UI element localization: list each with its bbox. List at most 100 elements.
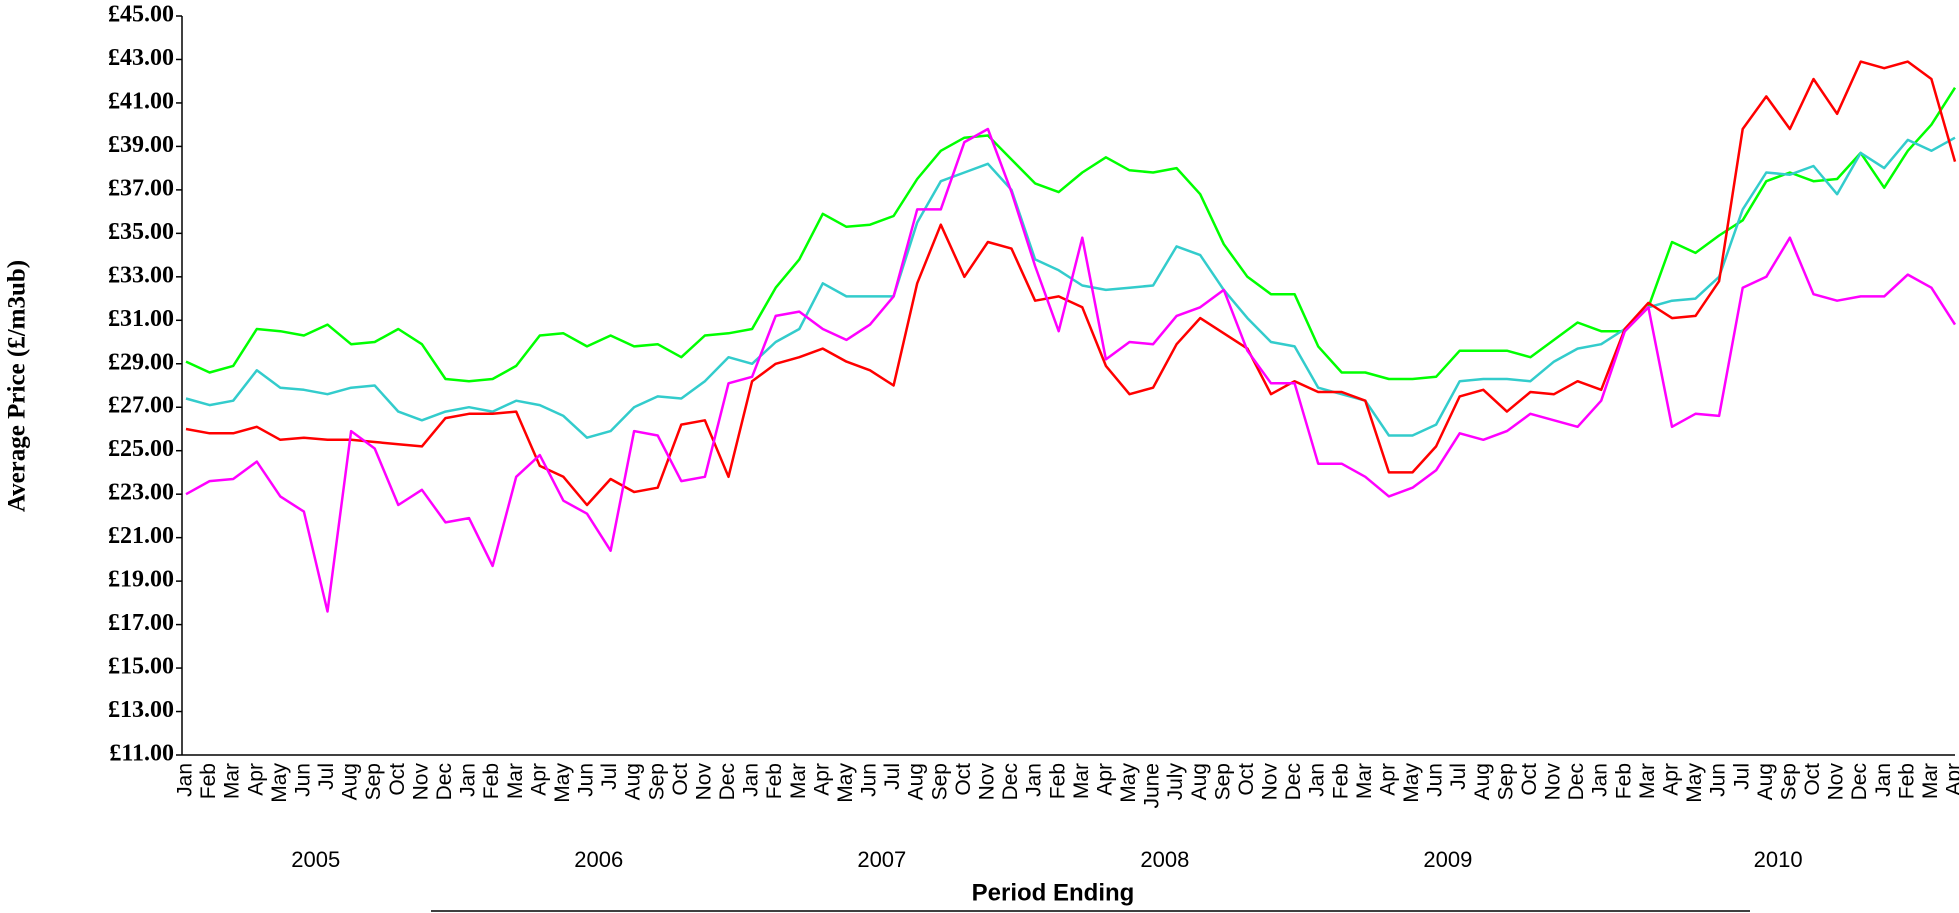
series-line: [185, 127, 1957, 613]
x-tick-label: May: [834, 763, 857, 803]
x-tick-label: Apr: [1943, 763, 1959, 796]
x-tick-label: Aug: [622, 763, 645, 800]
group-label: 2006: [574, 847, 623, 872]
x-tick-label: Nov: [1259, 763, 1282, 801]
y-tick-label: £41.00: [108, 88, 174, 114]
x-tick-label: Feb: [1895, 763, 1918, 799]
x-tick-label: Dec: [433, 763, 456, 800]
y-tick-label: £25.00: [108, 436, 174, 462]
y-tick-label: £33.00: [108, 262, 174, 288]
y-tick-label: £37.00: [108, 175, 174, 201]
y-tick-label: £43.00: [108, 45, 174, 71]
x-tick-label: Sep: [1777, 763, 1800, 800]
x-tick-label: Mar: [1353, 763, 1376, 799]
y-tick-label: £17.00: [108, 610, 174, 636]
x-tick-label: Feb: [763, 763, 786, 799]
x-tick-label: Sep: [362, 763, 385, 800]
x-tick-label: Feb: [1612, 763, 1635, 799]
x-tick-label: Mar: [1070, 763, 1093, 799]
x-tick-label: May: [1683, 763, 1706, 803]
x-tick-label: Jan: [1306, 763, 1329, 797]
x-tick-label: Aug: [1471, 763, 1494, 800]
x-tick-label: Apr: [244, 763, 267, 796]
x-tick-label: Apr: [1376, 763, 1399, 796]
x-tick-label: June: [1141, 763, 1164, 809]
x-tick-label: Oct: [669, 763, 692, 796]
x-tick-label: Mar: [504, 763, 527, 799]
series-line: [185, 87, 1957, 383]
x-tick-label: Aug: [1188, 763, 1211, 800]
x-tick-label: Sep: [928, 763, 951, 800]
x-tick-label: Oct: [1518, 763, 1541, 796]
x-tick-label: Mar: [787, 763, 810, 799]
x-tick-label: Aug: [905, 763, 928, 800]
x-tick-label: Jul: [315, 763, 338, 790]
y-tick-label: £27.00: [108, 393, 174, 419]
y-tick-label: £35.00: [108, 219, 174, 245]
x-tick-label: Jun: [858, 763, 881, 797]
x-tick-label: Sep: [1211, 763, 1234, 800]
x-tick-label: Jun: [1707, 763, 1730, 797]
y-tick-label: £19.00: [108, 567, 174, 593]
y-tick-label: £21.00: [108, 523, 174, 549]
x-tick-label: Jul: [1447, 763, 1470, 790]
x-tick-label: Dec: [999, 763, 1022, 800]
x-tick-label: Dec: [1848, 763, 1871, 800]
x-tick-label: Jun: [575, 763, 598, 797]
y-axis-title: Average Price (£/m3ub): [4, 260, 31, 512]
x-tick-label: Jun: [1424, 763, 1447, 797]
series-line: [185, 60, 1957, 507]
x-tick-label: Dec: [1565, 763, 1588, 800]
x-tick-label: Oct: [386, 763, 409, 796]
group-label: 2005: [291, 847, 340, 872]
x-tick-label: Oct: [1235, 763, 1258, 796]
group-label: 2008: [1140, 847, 1189, 872]
group-label: 2007: [857, 847, 906, 872]
x-tick-label: Jan: [457, 763, 480, 797]
y-tick-label: £29.00: [108, 349, 174, 375]
series-line: [185, 136, 1956, 439]
x-tick-label: May: [1117, 763, 1140, 803]
x-tick-label: Aug: [339, 763, 362, 800]
x-tick-label: May: [551, 763, 574, 803]
x-tick-label: Jan: [1023, 763, 1046, 797]
x-tick-label: Nov: [1825, 763, 1848, 801]
x-tick-label: Mar: [1919, 763, 1942, 799]
x-tick-label: Jul: [598, 763, 621, 790]
y-tick-label: £23.00: [108, 480, 174, 506]
x-tick-label: Mar: [221, 763, 244, 799]
x-tick-label: Jan: [174, 763, 197, 797]
x-tick-label: Feb: [1329, 763, 1352, 799]
y-tick-label: £13.00: [108, 697, 174, 723]
x-tick-label: Jan: [740, 763, 763, 797]
x-tick-label: Oct: [952, 763, 975, 796]
x-tick-label: Feb: [1046, 763, 1069, 799]
x-tick-label: Apr: [1093, 763, 1116, 796]
group-label: 2010: [1754, 847, 1803, 872]
y-tick-label: £11.00: [109, 741, 174, 767]
x-tick-label: Nov: [975, 763, 998, 801]
x-tick-label: Dec: [1282, 763, 1305, 800]
x-tick-label: Aug: [1754, 763, 1777, 800]
x-tick-label: Feb: [197, 763, 220, 799]
x-tick-label: Sep: [645, 763, 668, 800]
x-tick-label: Oct: [1801, 763, 1824, 796]
x-tick-label: Jan: [1872, 763, 1895, 797]
x-tick-label: Apr: [810, 763, 833, 796]
x-tick-label: Apr: [527, 763, 550, 796]
x-axis-title: Period Ending: [972, 879, 1135, 906]
x-tick-label: Nov: [1542, 763, 1565, 801]
y-tick-label: £45.00: [108, 2, 174, 28]
x-tick-label: July: [1164, 763, 1187, 801]
group-label: 2009: [1423, 847, 1472, 872]
x-tick-label: May: [268, 763, 291, 803]
x-tick-label: Jul: [1730, 763, 1753, 790]
x-tick-label: Jun: [291, 763, 314, 797]
x-tick-label: Dec: [716, 763, 739, 800]
x-tick-label: Mar: [1636, 763, 1659, 799]
x-tick-label: Sep: [1494, 763, 1517, 800]
y-tick-label: £15.00: [108, 654, 174, 680]
x-tick-label: Jul: [881, 763, 904, 790]
x-tick-label: Nov: [692, 763, 715, 801]
